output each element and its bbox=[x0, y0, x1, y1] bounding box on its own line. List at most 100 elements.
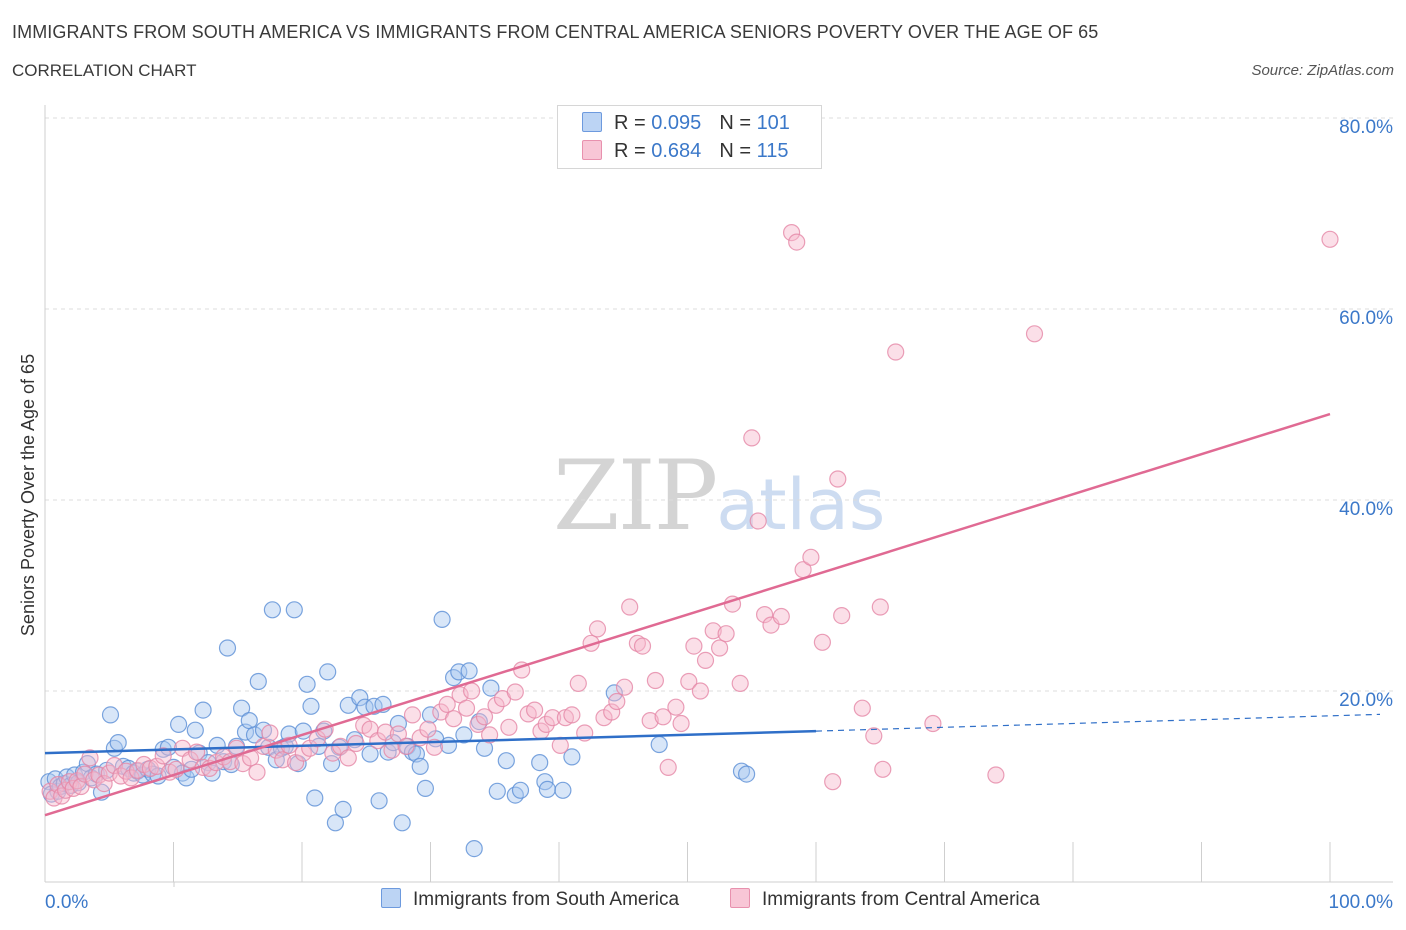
point-central-39 bbox=[261, 724, 279, 742]
point-central-101 bbox=[672, 714, 690, 733]
point-central-55 bbox=[376, 723, 395, 741]
point-south-108 bbox=[650, 735, 668, 754]
point-south-44 bbox=[233, 699, 251, 717]
point-south-68 bbox=[334, 800, 352, 819]
point-central-58 bbox=[397, 737, 415, 756]
point-central-91 bbox=[608, 692, 626, 711]
legend-row-central: R = 0.684 N = 115 bbox=[582, 140, 788, 163]
x-tick-label-0: 0.0% bbox=[45, 892, 88, 913]
point-central-88 bbox=[588, 620, 607, 638]
point-central-72 bbox=[487, 696, 505, 714]
point-central-108 bbox=[717, 625, 735, 643]
point-south-86 bbox=[421, 706, 440, 724]
point-south-34 bbox=[186, 721, 204, 739]
point-central-116 bbox=[782, 224, 801, 242]
point-south-71 bbox=[351, 689, 369, 707]
point-central-103 bbox=[685, 637, 703, 655]
x-tick-label-100: 100.0% bbox=[1329, 892, 1394, 913]
point-central-113 bbox=[755, 605, 774, 624]
point-south-73 bbox=[361, 745, 379, 763]
point-central-120 bbox=[813, 633, 832, 651]
point-south-100 bbox=[506, 786, 524, 804]
point-central-21 bbox=[141, 759, 159, 778]
y-tick-label-80: 80.0% bbox=[1339, 117, 1393, 138]
point-central-128 bbox=[887, 343, 905, 361]
point-central-13 bbox=[95, 774, 113, 793]
point-south-41 bbox=[218, 639, 237, 657]
legend-n-value-south: 101 bbox=[756, 112, 790, 134]
point-central-41 bbox=[274, 751, 292, 769]
point-south-61 bbox=[306, 789, 324, 807]
point-south-16 bbox=[101, 706, 120, 724]
tick-labels: 20.0% 40.0% 60.0% 80.0% 0.0% 100.0% bbox=[45, 117, 1393, 913]
point-central-132 bbox=[1321, 230, 1339, 248]
point-central-16 bbox=[112, 767, 130, 785]
series-central-america-points bbox=[41, 224, 1339, 807]
point-central-110 bbox=[731, 674, 749, 693]
point-south-66 bbox=[326, 814, 344, 832]
point-central-98 bbox=[654, 708, 672, 726]
point-south-18 bbox=[109, 733, 127, 752]
point-central-9 bbox=[76, 765, 94, 783]
point-south-98 bbox=[488, 782, 506, 800]
point-central-130 bbox=[987, 766, 1005, 784]
point-central-23 bbox=[154, 747, 172, 765]
point-central-100 bbox=[667, 698, 685, 716]
point-south-89 bbox=[439, 736, 458, 755]
legend-n-label-south: N = bbox=[719, 112, 757, 134]
y-tick-label-60: 60.0% bbox=[1339, 308, 1393, 329]
legend-n-value-central: 115 bbox=[756, 140, 789, 162]
point-central-124 bbox=[853, 699, 871, 717]
point-central-112 bbox=[749, 512, 767, 530]
point-south-94 bbox=[465, 839, 483, 858]
point-south-36 bbox=[194, 701, 212, 719]
point-central-81 bbox=[543, 709, 562, 727]
point-central-92 bbox=[615, 678, 634, 696]
point-south-38 bbox=[203, 764, 221, 782]
point-south-75 bbox=[370, 792, 388, 810]
point-central-19 bbox=[128, 761, 147, 779]
point-central-67 bbox=[457, 699, 476, 717]
point-central-96 bbox=[641, 711, 659, 730]
point-south-60 bbox=[302, 697, 320, 715]
trend-lines bbox=[44, 412, 1381, 817]
y-axis-label: Seniors Poverty Over the Age of 65 bbox=[18, 354, 38, 636]
bottom-legend-label-central: Immigrants from Central America bbox=[762, 889, 1040, 910]
point-south-109 bbox=[732, 762, 751, 780]
point-central-84 bbox=[563, 706, 581, 724]
point-south-30 bbox=[170, 715, 188, 734]
point-central-119 bbox=[802, 548, 820, 566]
trend-line-central bbox=[44, 412, 1331, 817]
point-central-97 bbox=[646, 671, 665, 690]
bottom-legend-central: Immigrants from Central America bbox=[730, 888, 1040, 911]
y-tick-label-20: 20.0% bbox=[1339, 690, 1393, 711]
trend-line-south bbox=[44, 729, 817, 755]
point-central-59 bbox=[403, 706, 422, 724]
point-central-125 bbox=[865, 727, 883, 745]
source-label: Source: ZipAtlas.com bbox=[1251, 62, 1394, 79]
legend-r-value-south: 0.095 bbox=[651, 112, 702, 134]
point-central-78 bbox=[525, 701, 544, 719]
legend-n-label-central: N = bbox=[719, 140, 757, 162]
point-central-104 bbox=[691, 682, 710, 700]
point-central-105 bbox=[696, 651, 715, 670]
point-central-102 bbox=[680, 672, 698, 691]
point-south-101 bbox=[511, 781, 530, 799]
point-south-64 bbox=[319, 663, 337, 681]
point-central-99 bbox=[659, 758, 677, 777]
point-south-97 bbox=[482, 679, 500, 697]
point-central-123 bbox=[833, 606, 851, 625]
point-central-115 bbox=[772, 607, 790, 626]
point-south-102 bbox=[531, 753, 549, 772]
point-south-104 bbox=[538, 780, 557, 799]
point-south-80 bbox=[393, 814, 411, 832]
grid-lines bbox=[45, 117, 1393, 692]
point-central-106 bbox=[704, 622, 722, 640]
point-south-85 bbox=[416, 779, 434, 798]
point-central-65 bbox=[445, 710, 463, 728]
point-south-48 bbox=[249, 672, 267, 691]
legend-row-south: R = 0.095 N = 101 bbox=[582, 112, 790, 135]
point-south-84 bbox=[411, 757, 429, 776]
point-south-28 bbox=[159, 738, 177, 756]
